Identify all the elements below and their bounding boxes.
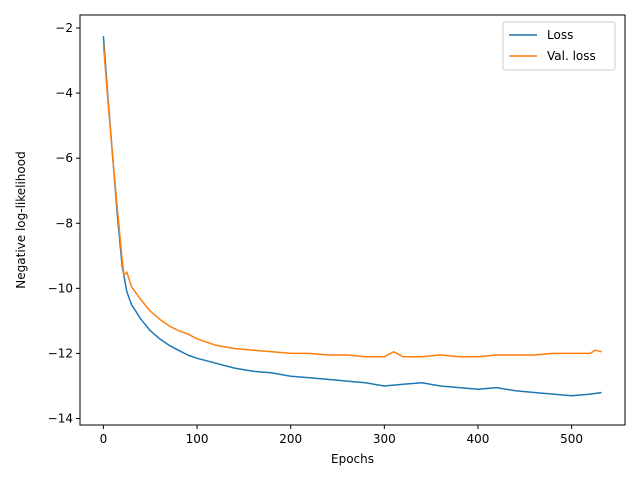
legend-box: [502, 21, 616, 71]
y-tick-label: −6: [55, 151, 73, 165]
y-tick-label: −2: [55, 21, 73, 35]
x-tick-label: 200: [279, 432, 302, 446]
series-line-0: [102, 36, 602, 397]
legend: Loss Val. loss: [502, 21, 616, 71]
y-tick-label: −12: [48, 346, 73, 360]
y-tick-label: −4: [55, 86, 73, 100]
y-tick-label: −10: [48, 281, 73, 295]
plot-area: [102, 36, 602, 397]
x-tick-label: 500: [560, 432, 583, 446]
x-tick-label: 0: [100, 432, 108, 446]
x-tick-label: 100: [186, 432, 209, 446]
legend-label-1: Val. loss: [547, 49, 596, 63]
y-axis-label: Negative log-likelihood: [14, 151, 28, 288]
x-axis-label: Epochs: [331, 452, 374, 466]
x-tick-label: 400: [467, 432, 490, 446]
y-tick-label: −8: [55, 216, 73, 230]
legend-label-0: Loss: [547, 28, 573, 42]
y-axis: −14 −12 −10 −8 −6 −4 −2: [48, 21, 80, 425]
x-tick-label: 300: [373, 432, 396, 446]
plot-frame: [79, 14, 626, 426]
x-axis: 0 100 200 300 400 500: [100, 425, 583, 446]
series-line-1: [102, 44, 602, 358]
y-tick-label: −14: [48, 411, 73, 425]
